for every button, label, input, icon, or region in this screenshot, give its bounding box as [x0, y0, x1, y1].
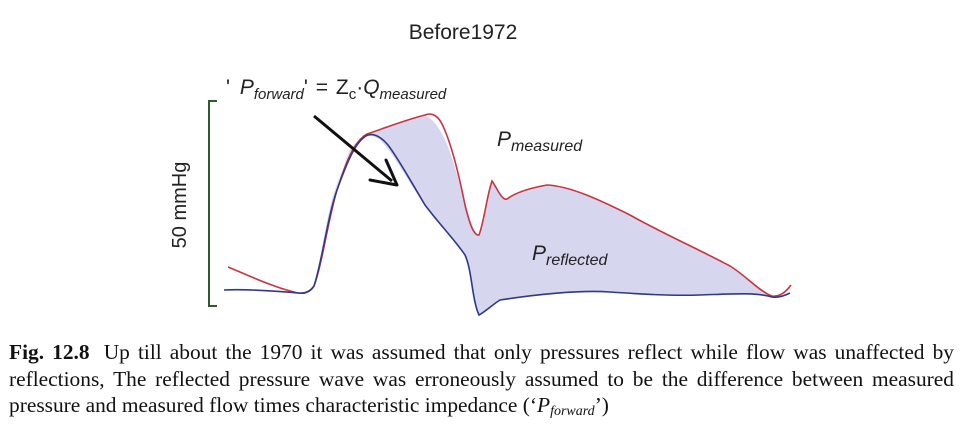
arrow-icon [313, 114, 399, 187]
reflected-label: Preflected [532, 242, 608, 269]
caption-label: Fig. 12.8 [9, 340, 90, 364]
scale-bar [208, 100, 217, 307]
caption-p-main: P [537, 393, 551, 417]
reflected-area [312, 115, 772, 315]
scale-bar-label: 50 mmHg [169, 162, 191, 249]
pressure-waveform-diagram: Before1972 ' Pforward' = Zc·Qmeasured 50… [169, 21, 792, 317]
measured-label: Pmeasured [497, 128, 583, 155]
figure-caption: Fig. 12.8 Up till about the 1970 it was … [9, 339, 954, 419]
caption-p-sub: forward [550, 404, 595, 419]
figure-title: Before1972 [409, 21, 518, 44]
forward-pressure-curve [223, 133, 791, 317]
forward-formula-label: ' Pforward' = Zc·Qmeasured [226, 76, 447, 103]
caption-text-part2: ’) [594, 393, 609, 417]
caption-text-part1: Up till about the 1970 it was assumed th… [9, 340, 954, 417]
